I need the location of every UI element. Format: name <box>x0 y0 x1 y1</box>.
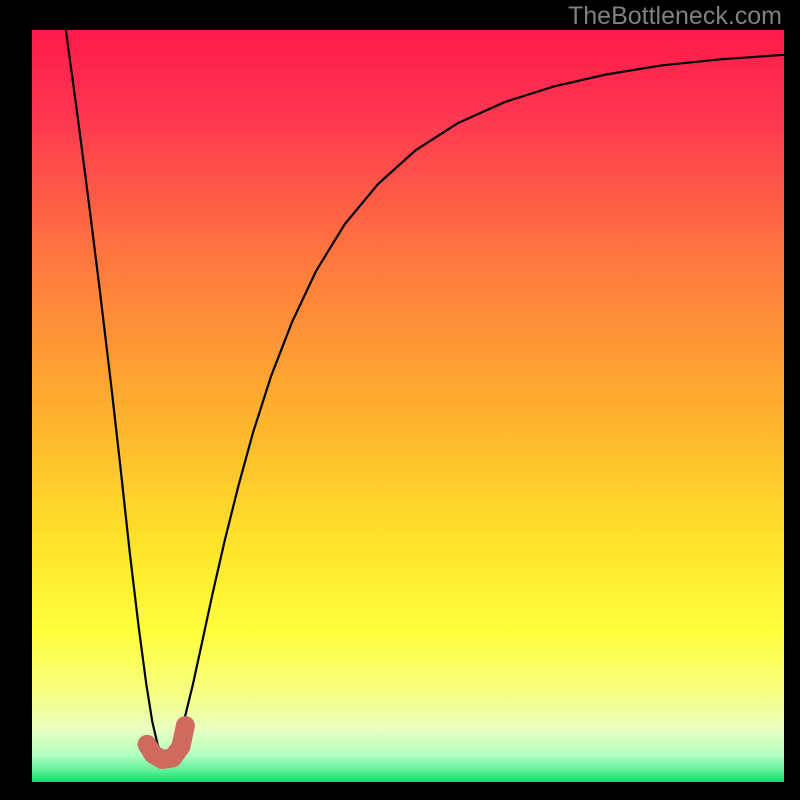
curve-layer <box>32 30 784 782</box>
frame-right <box>784 0 800 800</box>
frame-bottom <box>0 782 800 800</box>
j-marker <box>147 726 185 760</box>
frame-left <box>0 0 32 800</box>
bottleneck-curve <box>66 30 784 759</box>
plot-area <box>32 30 784 782</box>
chart-container: TheBottleneck.com <box>0 0 800 800</box>
watermark-text: TheBottleneck.com <box>568 2 782 31</box>
